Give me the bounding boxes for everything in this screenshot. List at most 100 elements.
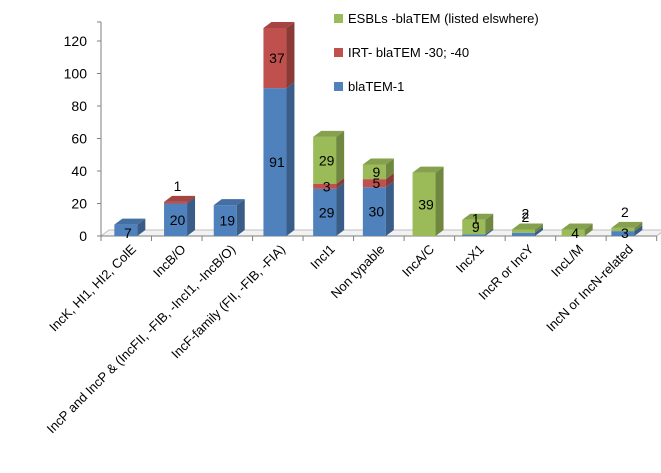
data-label: 37	[269, 50, 285, 66]
bar-segment-side	[534, 226, 543, 236]
x-tick-label: IncB/O	[150, 242, 189, 281]
bar-segment	[611, 227, 635, 232]
bar-segment	[313, 188, 337, 236]
bar-segment-side	[336, 182, 345, 236]
data-label: 9	[372, 164, 380, 180]
bar-segment	[611, 231, 635, 236]
bar-segment-side	[435, 166, 444, 236]
x-tick-label: IncL/M	[548, 242, 586, 280]
y-tick-label: 120	[64, 33, 88, 49]
bar-segment-side	[286, 82, 295, 236]
bar-segment-side	[336, 178, 345, 189]
legend-label: IRT- blaTEM -30; -40	[348, 45, 469, 60]
data-label: 2	[522, 209, 530, 225]
bar-stack	[511, 223, 543, 236]
bar-segment-side	[236, 199, 245, 236]
bar-stack	[213, 199, 245, 236]
bar-segment-top	[362, 158, 394, 165]
y-tick-label: 80	[71, 98, 87, 114]
bar-segment-side	[385, 173, 394, 188]
bars	[114, 22, 643, 236]
bar-segment-top	[213, 199, 245, 206]
bar-segment	[313, 136, 337, 184]
data-label: 39	[418, 196, 434, 212]
bar-segment-side	[286, 22, 295, 89]
legend-label: blaTEM-1	[348, 79, 404, 94]
bar-segment-side	[187, 195, 196, 204]
bar-segment-top	[561, 223, 593, 230]
bar-segment-side	[534, 223, 543, 233]
bar-segment-side	[137, 218, 146, 236]
bar-segment	[412, 172, 436, 236]
x-tick-label: IncN or IncN-related	[543, 242, 636, 335]
data-label: 7	[124, 225, 132, 241]
bar-segment-side	[584, 223, 593, 236]
bar-segment-top	[263, 22, 295, 28]
data-label: 4	[571, 225, 579, 241]
y-tick-label: 20	[71, 196, 87, 212]
data-label: 91	[269, 154, 285, 170]
bar-stack	[561, 223, 593, 236]
bar-segment	[263, 88, 287, 236]
bar-segment-side	[385, 158, 394, 180]
y-tick-label: 0	[79, 228, 87, 244]
legend-label: ESBLs -blaTEM (listed elswhere)	[348, 11, 539, 26]
x-tick-label: Non typable	[328, 242, 388, 302]
bar-stack	[263, 22, 295, 236]
legend-swatch	[334, 82, 343, 91]
bar-segment-side	[385, 181, 394, 236]
bar-segment	[462, 219, 486, 235]
data-label: 1	[174, 178, 182, 194]
bar-segment-side	[485, 228, 494, 236]
data-label: 1	[472, 210, 480, 226]
bar-segment	[313, 184, 337, 189]
bar-segment	[561, 229, 585, 236]
bar-segment-side	[485, 213, 494, 235]
legend-swatch	[334, 14, 343, 23]
data-label: 2	[621, 204, 629, 220]
bar-stack	[412, 166, 444, 236]
bar-segment-side	[634, 221, 643, 232]
y-tick-label: 60	[71, 131, 87, 147]
bar-stack	[114, 218, 146, 236]
bar-segment-top	[114, 218, 146, 225]
bar-segment	[114, 224, 138, 236]
bar-segment-top	[462, 213, 494, 220]
bar-stack	[611, 221, 643, 236]
bar-segment	[462, 234, 486, 236]
x-tick-label: IncK, HI1, HI2, ColE	[46, 241, 139, 334]
bar-stack	[164, 195, 196, 236]
bar-segment	[511, 232, 535, 236]
bar-segment	[213, 205, 237, 236]
bar-segment-top	[511, 223, 543, 230]
y-tick-label: 100	[64, 66, 88, 82]
data-label: 30	[369, 204, 385, 220]
x-tick-label: IncI1	[307, 242, 338, 273]
bar-stack	[462, 213, 494, 236]
bar-segment-top	[313, 130, 345, 137]
bar-segment	[263, 28, 287, 89]
data-label: 29	[319, 152, 335, 168]
bar-segment-top	[412, 166, 444, 173]
bar-stack	[362, 158, 394, 236]
data-label: 2	[522, 206, 530, 222]
bar-segment	[362, 179, 386, 188]
data-label: 3	[323, 178, 331, 194]
bar-segment	[362, 164, 386, 180]
bar-segment-side	[634, 225, 643, 236]
bar-segment	[164, 201, 188, 204]
data-label: 9	[472, 219, 480, 235]
bar-segment-top	[611, 221, 643, 228]
bar-segment-side	[187, 197, 196, 236]
data-label: 5	[372, 175, 380, 191]
bar-segment-top	[164, 195, 196, 202]
y-tick-label: 40	[71, 163, 87, 179]
legend-swatch	[334, 48, 343, 57]
bar-segment	[164, 203, 188, 236]
bar-segment-side	[336, 130, 345, 184]
data-label: 19	[219, 213, 235, 229]
bar-stack	[313, 130, 345, 236]
